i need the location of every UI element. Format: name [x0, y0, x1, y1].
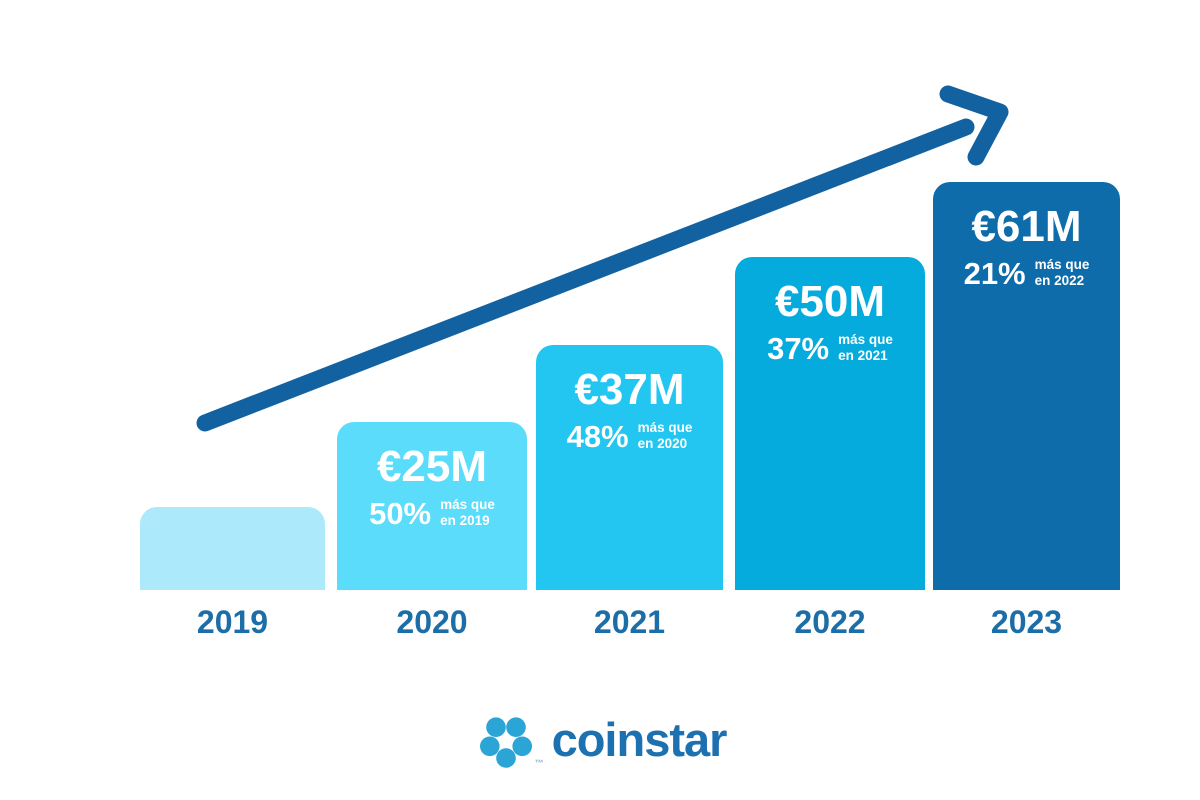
x-axis-label-2020: 2020	[396, 604, 468, 640]
x-axis-label-2021: 2021	[593, 604, 666, 640]
bar-2023: €61M 21% más que en 2022	[933, 182, 1120, 590]
bar-growth-label: 21% más que en 2022	[963, 255, 1090, 291]
bar-2020: €25M 50% más que en 2019	[337, 422, 527, 590]
bar-value-label: €61M	[971, 202, 1082, 251]
trademark-symbol: ™	[534, 758, 544, 768]
bar-growth-label: 48% más que en 2020	[566, 418, 693, 454]
bar-value-label: €50M	[774, 277, 886, 326]
bar-value-label: €25M	[376, 442, 488, 491]
bar-2021: €37M 48% más que en 2020	[536, 345, 723, 590]
coinstar-wordmark: coinstar	[551, 712, 728, 766]
bar-growth-label: 37% más que en 2021	[767, 330, 893, 366]
bar-2019	[140, 507, 325, 590]
x-axis-label-2023: 2023	[990, 604, 1063, 640]
x-axis-label-2022: 2022	[794, 604, 866, 640]
bar-growth-label: 50% más que en 2019	[369, 495, 495, 531]
x-axis-label-2019: 2019	[196, 604, 269, 640]
bar-2022: €50M 37% más que en 2021	[735, 257, 925, 590]
coinstar-dots-icon	[479, 717, 532, 768]
bar-value-label: €37M	[574, 365, 685, 414]
coinstar-logo: ™ coinstar	[0, 708, 1200, 770]
